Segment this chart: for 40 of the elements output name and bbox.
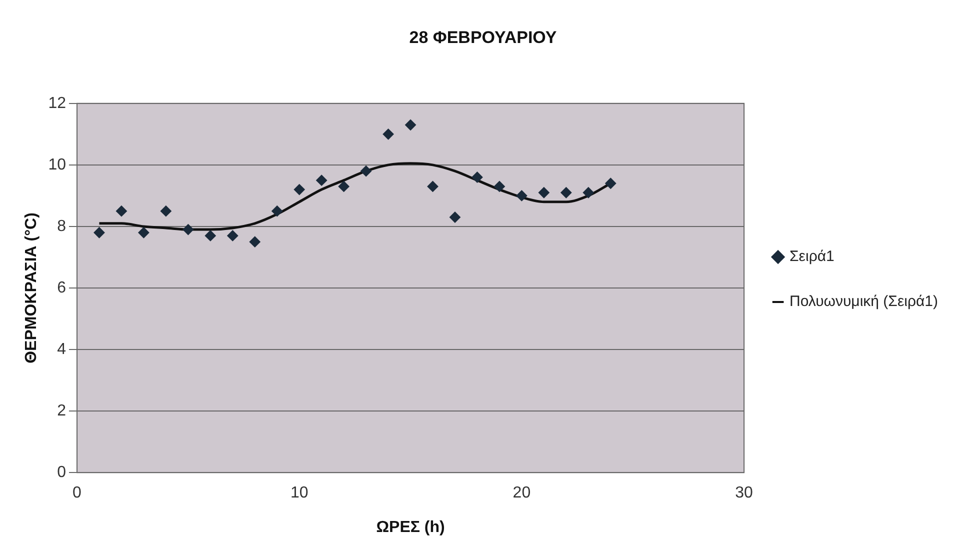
point (538, 187, 550, 198)
point (382, 128, 394, 140)
point (560, 187, 572, 198)
point (405, 119, 416, 130)
point (272, 206, 283, 217)
point (360, 166, 372, 177)
y-tick-label: 12 (48, 94, 66, 112)
legend-label: Σειρά1 (790, 248, 834, 266)
point (582, 187, 594, 198)
x-tick-label: 20 (512, 484, 531, 502)
x-axis-title: ΩΡΕΣ (h) (376, 518, 445, 536)
x-tick-label: 0 (72, 484, 82, 502)
point (182, 224, 194, 236)
point (494, 180, 505, 192)
point (316, 174, 328, 186)
y-tick-label: 4 (57, 340, 66, 358)
legend-label: Πολυωνυμική (Σειρά1) (790, 293, 938, 310)
point (116, 206, 127, 217)
y-tick-label: 8 (57, 218, 66, 235)
point (472, 172, 483, 183)
point (138, 227, 150, 238)
x-tick-label: 30 (735, 484, 754, 502)
point (227, 230, 238, 242)
point (427, 180, 438, 192)
y-tick-label: 6 (57, 279, 66, 296)
y-tick-label: 0 (57, 464, 66, 482)
x-tick-label: 10 (290, 484, 308, 502)
y-tick-label: 10 (48, 156, 66, 174)
point (94, 227, 105, 238)
point (204, 230, 216, 242)
point (338, 180, 350, 192)
y-tick-label: 2 (57, 402, 66, 420)
y-axis-title: ΘΕΡΜΟΚΡΑΣΙΑ (°C) (23, 212, 40, 364)
point (294, 184, 305, 196)
point (249, 236, 260, 248)
point (516, 190, 528, 202)
point (605, 178, 616, 189)
point (160, 206, 172, 217)
point (449, 212, 460, 223)
chart-title: 28 ΦΕΒΡΟΥΑΡΙΟΥ (409, 28, 558, 47)
